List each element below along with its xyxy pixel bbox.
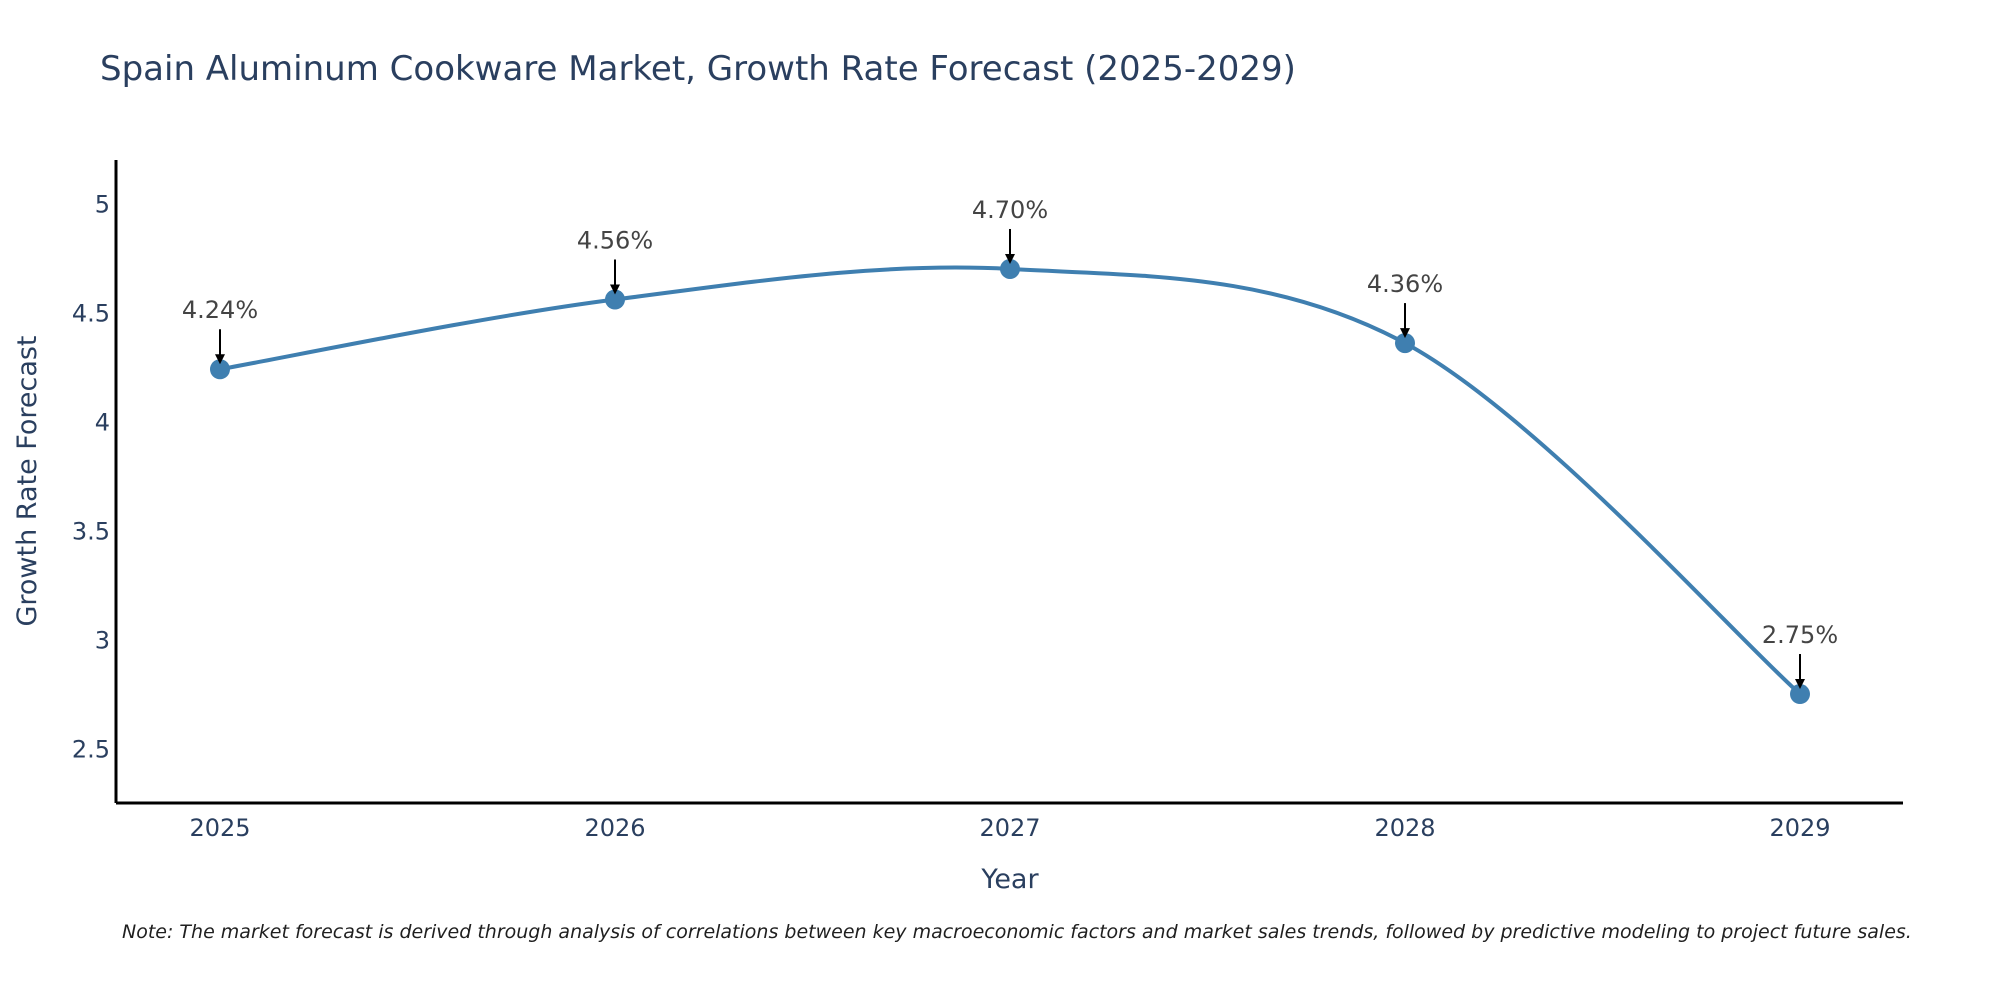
data-point-2029[interactable] xyxy=(1790,684,1810,705)
chart-title: Spain Aluminum Cookware Market, Growth R… xyxy=(100,49,1296,89)
y-axis-label: Growth Rate Forecast xyxy=(12,335,43,626)
y-ticks: 2.5 3 3.5 4 4.5 5 xyxy=(72,191,110,764)
axes xyxy=(114,160,1903,805)
data-point-2026[interactable] xyxy=(605,289,625,310)
data-label: 4.56% xyxy=(577,226,653,254)
x-tick-label: 2027 xyxy=(979,814,1040,842)
data-label: 4.24% xyxy=(182,296,258,324)
y-tick-label: 3.5 xyxy=(72,518,110,546)
y-tick-label: 4 xyxy=(95,409,110,437)
y-tick-label: 3 xyxy=(95,627,110,655)
data-label: 2.75% xyxy=(1762,621,1838,649)
x-tick-label: 2026 xyxy=(584,814,645,842)
data-point-2028[interactable] xyxy=(1395,333,1415,354)
data-point-2027[interactable] xyxy=(1000,258,1020,279)
x-ticks: 2025 2026 2027 2028 2029 xyxy=(189,814,1830,842)
x-tick-label: 2028 xyxy=(1374,814,1435,842)
annotation-layer: 4.24% 4.56% 4.70% 4.36% 2.75% xyxy=(182,196,1838,690)
x-tick-label: 2025 xyxy=(189,814,250,842)
y-tick-label: 5 xyxy=(95,191,110,219)
x-axis-label: Year xyxy=(980,864,1039,895)
growth-rate-series-line xyxy=(218,265,1802,697)
y-tick-label: 4.5 xyxy=(72,300,110,328)
y-tick-label: 2.5 xyxy=(72,736,110,764)
series-layer xyxy=(210,258,1810,705)
data-label: 4.70% xyxy=(972,196,1048,224)
data-point-2025[interactable] xyxy=(210,359,230,380)
data-label: 4.36% xyxy=(1367,270,1443,298)
chart-note: Note: The market forecast is derived thr… xyxy=(122,921,1912,943)
x-tick-label: 2029 xyxy=(1769,814,1830,842)
